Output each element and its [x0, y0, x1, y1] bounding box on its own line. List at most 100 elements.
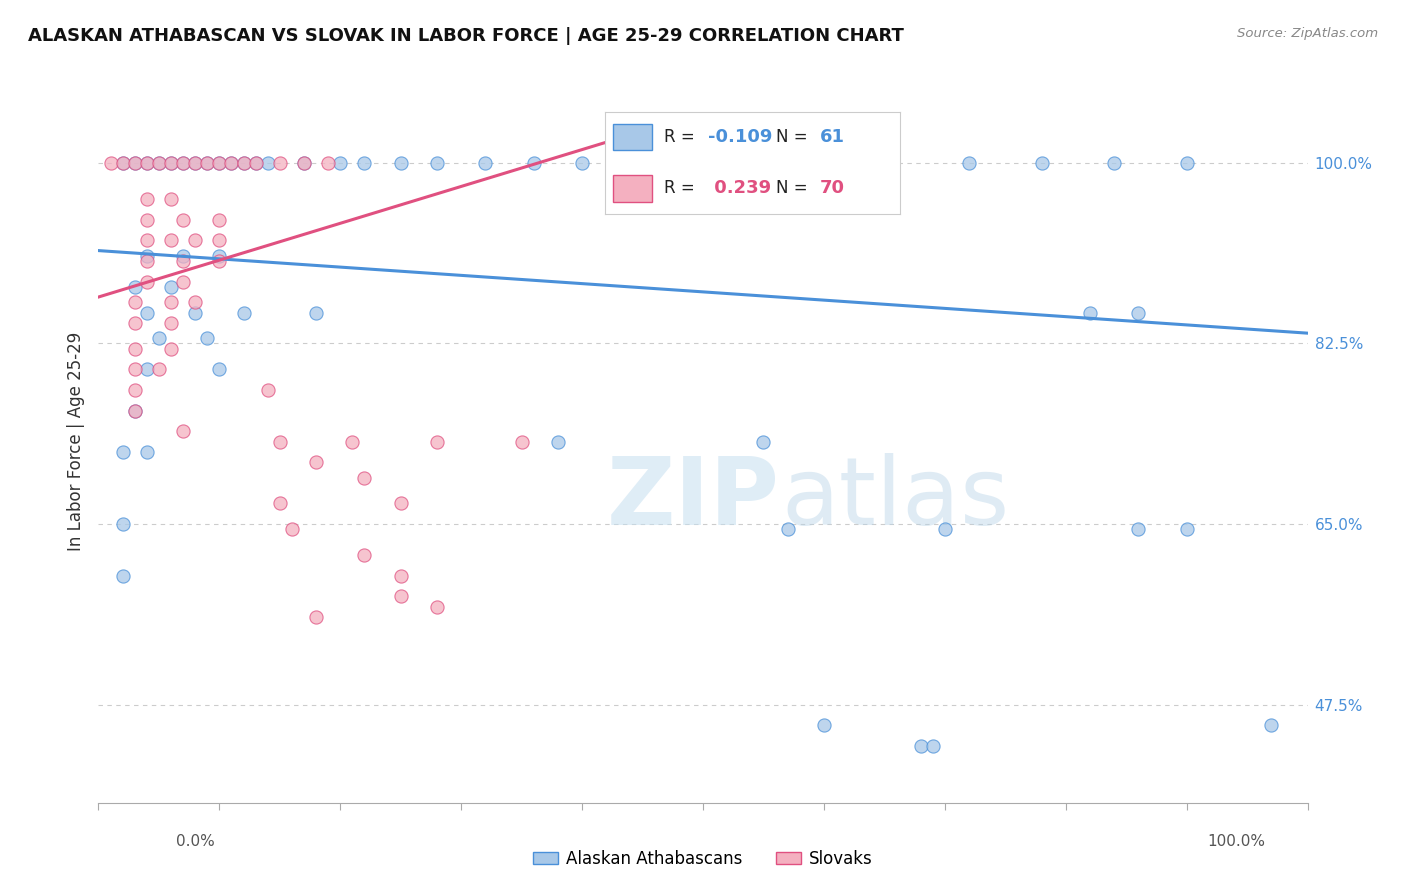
Point	[160, 295, 183, 310]
Point	[389, 156, 412, 170]
Point	[195, 156, 218, 170]
Text: 0.0%: 0.0%	[176, 834, 215, 849]
Point	[160, 192, 183, 206]
Text: N =: N =	[776, 128, 807, 146]
Point	[184, 295, 207, 310]
Point	[208, 212, 231, 227]
Point	[523, 156, 546, 170]
Point	[172, 253, 194, 268]
Point	[124, 383, 146, 397]
Point	[269, 434, 291, 449]
Point	[111, 517, 134, 532]
Point	[111, 445, 134, 459]
Text: 61: 61	[820, 128, 845, 146]
Point	[172, 156, 194, 170]
Point	[208, 362, 231, 376]
Point	[208, 233, 231, 247]
Point	[172, 424, 194, 438]
Point	[135, 362, 157, 376]
Point	[305, 610, 328, 624]
Point	[221, 156, 243, 170]
Legend: Alaskan Athabascans, Slovaks: Alaskan Athabascans, Slovaks	[526, 844, 880, 875]
Point	[292, 156, 315, 170]
Point	[813, 718, 835, 732]
Point	[813, 156, 835, 170]
Point	[195, 331, 218, 345]
Point	[256, 383, 278, 397]
Point	[184, 305, 207, 319]
Point	[1031, 156, 1053, 170]
Point	[148, 156, 170, 170]
Point	[135, 305, 157, 319]
Point	[232, 156, 254, 170]
Point	[752, 434, 775, 449]
Point	[195, 156, 218, 170]
Point	[160, 342, 183, 356]
Point	[269, 156, 291, 170]
Point	[172, 212, 194, 227]
Point	[873, 156, 896, 170]
Point	[184, 233, 207, 247]
Point	[1102, 156, 1125, 170]
Point	[353, 471, 375, 485]
Point	[389, 568, 412, 582]
Point	[172, 156, 194, 170]
Point	[135, 249, 157, 263]
Point	[510, 434, 533, 449]
Point	[292, 156, 315, 170]
Point	[776, 522, 799, 536]
Point	[474, 156, 496, 170]
Point	[221, 156, 243, 170]
Point	[619, 156, 641, 170]
Point	[1078, 305, 1101, 319]
Text: ZIP: ZIP	[606, 453, 779, 545]
Point	[232, 156, 254, 170]
Point	[111, 568, 134, 582]
Point	[160, 156, 183, 170]
Point	[426, 156, 449, 170]
Point	[316, 156, 339, 170]
Point	[305, 455, 328, 469]
Point	[160, 156, 183, 170]
Point	[148, 156, 170, 170]
Text: 70: 70	[820, 179, 845, 197]
Text: -0.109: -0.109	[709, 128, 772, 146]
Point	[172, 275, 194, 289]
Point	[1175, 156, 1198, 170]
Point	[184, 156, 207, 170]
Point	[148, 362, 170, 376]
Point	[208, 253, 231, 268]
Point	[256, 156, 278, 170]
Point	[160, 316, 183, 330]
Point	[426, 434, 449, 449]
Point	[135, 156, 157, 170]
Y-axis label: In Labor Force | Age 25-29: In Labor Force | Age 25-29	[66, 332, 84, 551]
Point	[124, 279, 146, 293]
Point	[910, 739, 932, 753]
Point	[208, 249, 231, 263]
Point	[124, 295, 146, 310]
Point	[184, 156, 207, 170]
Point	[921, 739, 943, 753]
Point	[957, 156, 980, 170]
Point	[716, 156, 738, 170]
Text: 100.0%: 100.0%	[1208, 834, 1265, 849]
Text: ALASKAN ATHABASCAN VS SLOVAK IN LABOR FORCE | AGE 25-29 CORRELATION CHART: ALASKAN ATHABASCAN VS SLOVAK IN LABOR FO…	[28, 27, 904, 45]
Point	[668, 156, 690, 170]
Point	[342, 434, 364, 449]
Point	[160, 279, 183, 293]
Point	[111, 156, 134, 170]
Point	[172, 249, 194, 263]
Point	[1128, 305, 1150, 319]
Point	[160, 233, 183, 247]
Point	[1260, 718, 1282, 732]
Point	[269, 496, 291, 510]
Point	[281, 522, 304, 536]
Point	[135, 253, 157, 268]
Point	[111, 156, 134, 170]
Point	[124, 156, 146, 170]
FancyBboxPatch shape	[613, 124, 652, 151]
Point	[426, 599, 449, 614]
Point	[353, 156, 375, 170]
Point	[305, 305, 328, 319]
